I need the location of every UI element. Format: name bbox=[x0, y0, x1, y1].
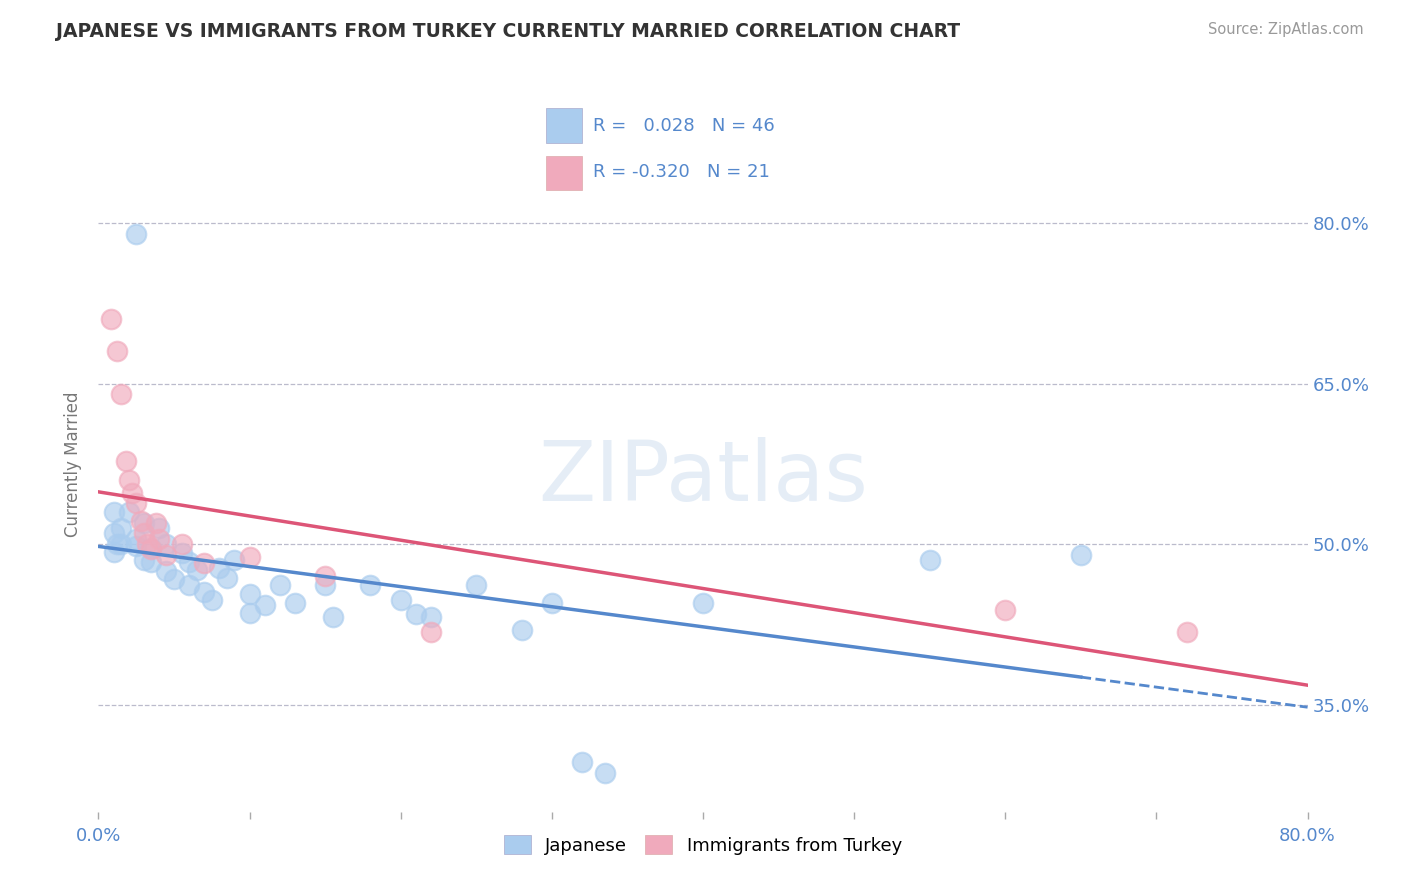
Point bbox=[170, 537, 193, 551]
Point bbox=[186, 563, 208, 577]
Point bbox=[193, 557, 215, 571]
Point bbox=[360, 578, 382, 592]
Point bbox=[179, 555, 201, 569]
Point bbox=[571, 756, 593, 770]
Text: ZIPatlas: ZIPatlas bbox=[538, 437, 868, 518]
Point bbox=[135, 537, 157, 551]
Point bbox=[125, 539, 148, 553]
Point bbox=[314, 569, 336, 583]
Point bbox=[145, 516, 167, 530]
Point bbox=[148, 521, 170, 535]
Point bbox=[420, 610, 443, 624]
Point bbox=[110, 521, 132, 535]
Point bbox=[103, 526, 125, 541]
Point bbox=[593, 766, 616, 780]
Point bbox=[239, 587, 262, 601]
Point bbox=[284, 596, 307, 610]
Point bbox=[100, 312, 122, 326]
Point bbox=[269, 578, 291, 592]
Point bbox=[465, 578, 488, 592]
Point bbox=[125, 532, 148, 546]
Point bbox=[215, 571, 238, 585]
Point bbox=[389, 592, 412, 607]
Point bbox=[141, 541, 163, 556]
Point bbox=[118, 473, 141, 487]
Point bbox=[155, 564, 177, 578]
FancyBboxPatch shape bbox=[546, 155, 582, 190]
Point bbox=[540, 596, 562, 610]
Point bbox=[155, 537, 177, 551]
Point bbox=[322, 610, 344, 624]
Text: JAPANESE VS IMMIGRANTS FROM TURKEY CURRENTLY MARRIED CORRELATION CHART: JAPANESE VS IMMIGRANTS FROM TURKEY CURRE… bbox=[56, 22, 960, 41]
Text: R = -0.320   N = 21: R = -0.320 N = 21 bbox=[593, 163, 770, 181]
Point bbox=[141, 555, 163, 569]
Point bbox=[155, 548, 177, 562]
Point bbox=[103, 505, 125, 519]
Point bbox=[1070, 548, 1092, 562]
Point bbox=[141, 542, 163, 557]
Point bbox=[118, 505, 141, 519]
Point bbox=[132, 516, 155, 530]
Point bbox=[253, 598, 276, 612]
Point bbox=[105, 344, 128, 359]
FancyBboxPatch shape bbox=[546, 108, 582, 144]
Point bbox=[405, 607, 427, 621]
Point bbox=[114, 453, 136, 467]
Point bbox=[510, 623, 533, 637]
Text: Source: ZipAtlas.com: Source: ZipAtlas.com bbox=[1208, 22, 1364, 37]
Point bbox=[239, 606, 262, 620]
Legend: Japanese, Immigrants from Turkey: Japanese, Immigrants from Turkey bbox=[496, 828, 910, 862]
Point bbox=[918, 553, 941, 567]
Y-axis label: Currently Married: Currently Married bbox=[65, 391, 83, 537]
Point bbox=[105, 537, 128, 551]
Point bbox=[692, 596, 714, 610]
Point bbox=[148, 532, 170, 546]
Point bbox=[110, 387, 132, 401]
Text: R =   0.028   N = 46: R = 0.028 N = 46 bbox=[593, 117, 775, 135]
Point bbox=[132, 526, 155, 541]
Point bbox=[208, 560, 231, 574]
Point bbox=[121, 485, 143, 500]
Point bbox=[110, 537, 132, 551]
Point bbox=[420, 624, 443, 639]
Point bbox=[239, 549, 262, 564]
Point bbox=[129, 514, 152, 528]
Point bbox=[1175, 624, 1198, 639]
Point bbox=[163, 573, 186, 587]
Point bbox=[132, 553, 155, 567]
Point bbox=[224, 553, 246, 567]
Point bbox=[170, 546, 193, 560]
Point bbox=[314, 578, 336, 592]
Point bbox=[125, 496, 148, 510]
Point bbox=[103, 544, 125, 558]
Point bbox=[125, 227, 148, 241]
Point bbox=[201, 592, 224, 607]
Point bbox=[179, 578, 201, 592]
Point bbox=[994, 603, 1017, 617]
Point bbox=[193, 585, 215, 599]
